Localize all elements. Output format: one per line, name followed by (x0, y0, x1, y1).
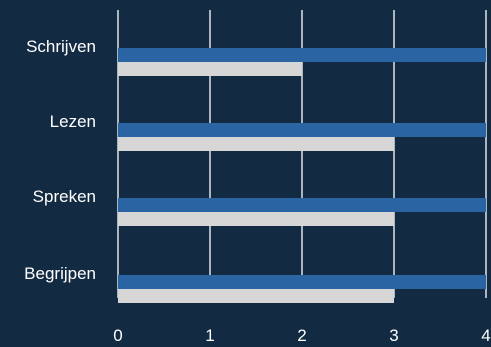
bar-schrijven-series-2 (118, 62, 302, 76)
x-tick-labels: 0 1 2 3 4 (113, 326, 490, 345)
bar-lezen-series-1 (118, 123, 486, 137)
category-label-spreken: Spreken (33, 187, 96, 206)
bar-lezen-series-2 (118, 137, 394, 151)
bars (118, 48, 486, 303)
x-tick-label-2: 2 (297, 326, 306, 345)
bar-spreken-series-1 (118, 198, 486, 212)
x-tick-label-1: 1 (205, 326, 214, 345)
category-label-schrijven: Schrijven (26, 37, 96, 56)
category-label-begrijpen: Begrijpen (24, 264, 96, 283)
bar-begrijpen-series-1 (118, 275, 486, 289)
x-tick-label-0: 0 (113, 326, 122, 345)
x-tick-label-4: 4 (481, 326, 490, 345)
bar-begrijpen-series-2 (118, 289, 394, 303)
x-tick-label-3: 3 (389, 326, 398, 345)
category-labels: Schrijven Lezen Spreken Begrijpen (24, 37, 96, 283)
bar-schrijven-series-1 (118, 48, 486, 62)
bar-spreken-series-2 (118, 212, 394, 226)
category-label-lezen: Lezen (50, 112, 96, 131)
